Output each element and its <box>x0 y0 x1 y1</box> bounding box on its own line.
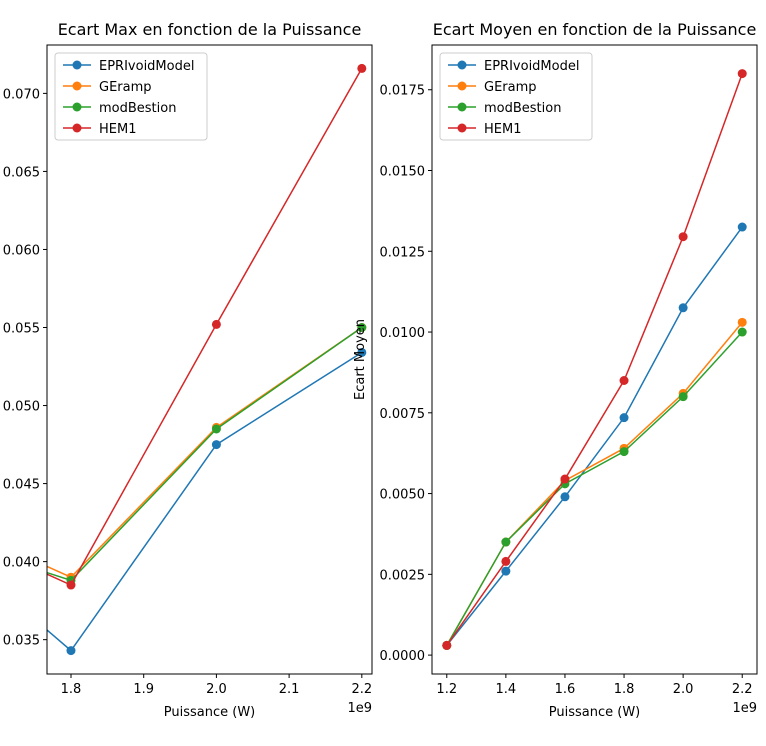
legend-label: HEM1 <box>484 122 521 137</box>
x-tick-label: 1.4 <box>496 682 517 697</box>
marker <box>357 323 367 333</box>
x-tick-label: 1.8 <box>61 682 82 697</box>
marker <box>678 392 688 402</box>
plot-area <box>442 69 747 650</box>
marker <box>619 447 629 457</box>
marker <box>66 646 76 656</box>
marker <box>678 303 688 313</box>
y-tick-label: 0.060 <box>3 243 40 258</box>
y-tick-label: 0.0125 <box>380 245 426 260</box>
marker <box>619 413 629 423</box>
y-tick-label: 0.065 <box>3 165 40 180</box>
marker <box>211 424 221 434</box>
y-tick-label: 0.0075 <box>380 407 426 422</box>
plot-area <box>47 63 367 656</box>
marker <box>357 347 367 357</box>
x-axis-label: Puissance (W) <box>164 705 256 720</box>
marker <box>501 566 511 576</box>
y-tick-label: 0.050 <box>3 400 40 415</box>
x-offset-label: 1e9 <box>347 701 372 716</box>
legend-label: GEramp <box>484 80 537 95</box>
x-offset-label: 1e9 <box>732 701 757 716</box>
legend-marker <box>457 102 467 112</box>
x-tick-label: 2.0 <box>206 682 227 697</box>
x-tick-label: 2.2 <box>732 682 753 697</box>
marker <box>66 580 76 590</box>
series-line <box>446 226 743 646</box>
legend-marker <box>457 123 467 133</box>
y-tick-label: 0.070 <box>3 87 40 102</box>
legend-marker <box>72 102 82 112</box>
y-tick-label: 0.0000 <box>380 649 426 664</box>
series-line <box>47 68 363 587</box>
x-tick-label: 1.2 <box>436 682 457 697</box>
legend-box <box>439 52 593 141</box>
y-tick-label: 0.035 <box>3 634 40 649</box>
x-tick-label: 1.9 <box>133 682 154 697</box>
marker <box>501 556 511 566</box>
marker <box>357 63 367 73</box>
y-tick-label: 0.055 <box>3 322 40 337</box>
legend-marker <box>72 60 82 70</box>
y-tick-label: 0.0100 <box>380 326 426 341</box>
x-axis-label: Puissance (W) <box>549 705 641 720</box>
y-tick-label: 0.045 <box>3 478 40 493</box>
x-tick-label: 1.8 <box>614 682 635 697</box>
marker <box>678 232 688 242</box>
legend-marker <box>72 81 82 91</box>
chart-title: Ecart Moyen en fonction de la Puissance <box>433 20 757 39</box>
legend-label: modBestion <box>484 101 561 116</box>
y-axis-label: Ecart Moyen <box>353 319 368 400</box>
y-tick-label: 0.0025 <box>380 568 426 583</box>
chart-title: Ecart Max en fonction de la Puissance <box>58 20 362 39</box>
legend-label: GEramp <box>99 80 152 95</box>
series-line <box>446 321 743 646</box>
marker <box>560 492 570 502</box>
y-tick-label: 0.0150 <box>380 165 426 180</box>
series-line <box>446 73 743 646</box>
x-tick-label: 1.6 <box>555 682 576 697</box>
legend-box <box>54 52 208 141</box>
marker <box>501 537 511 547</box>
marker <box>737 317 747 327</box>
y-tick-label: 0.040 <box>3 556 40 571</box>
legend-marker <box>72 123 82 133</box>
legend-label: HEM1 <box>99 122 136 137</box>
y-tick-label: 0.0175 <box>380 84 426 99</box>
series-line <box>47 351 363 652</box>
marker <box>737 327 747 337</box>
marker <box>619 375 629 385</box>
marker <box>560 474 570 484</box>
axes-frame <box>46 44 373 675</box>
series-line <box>47 326 363 582</box>
legend-marker <box>457 60 467 70</box>
x-tick-label: 2.2 <box>351 682 372 697</box>
legend-marker <box>457 81 467 91</box>
marker <box>737 69 747 79</box>
legend-label: EPRIvoidModel <box>99 59 194 74</box>
x-tick-label: 2.1 <box>279 682 300 697</box>
series-line <box>446 331 743 646</box>
marker <box>737 222 747 232</box>
x-tick-label: 2.0 <box>673 682 694 697</box>
marker <box>211 319 221 329</box>
legend-label: modBestion <box>99 101 176 116</box>
marker <box>442 640 452 650</box>
marker <box>211 440 221 450</box>
legend-label: EPRIvoidModel <box>484 59 579 74</box>
axes-frame <box>431 44 758 675</box>
y-tick-label: 0.0050 <box>380 488 426 503</box>
